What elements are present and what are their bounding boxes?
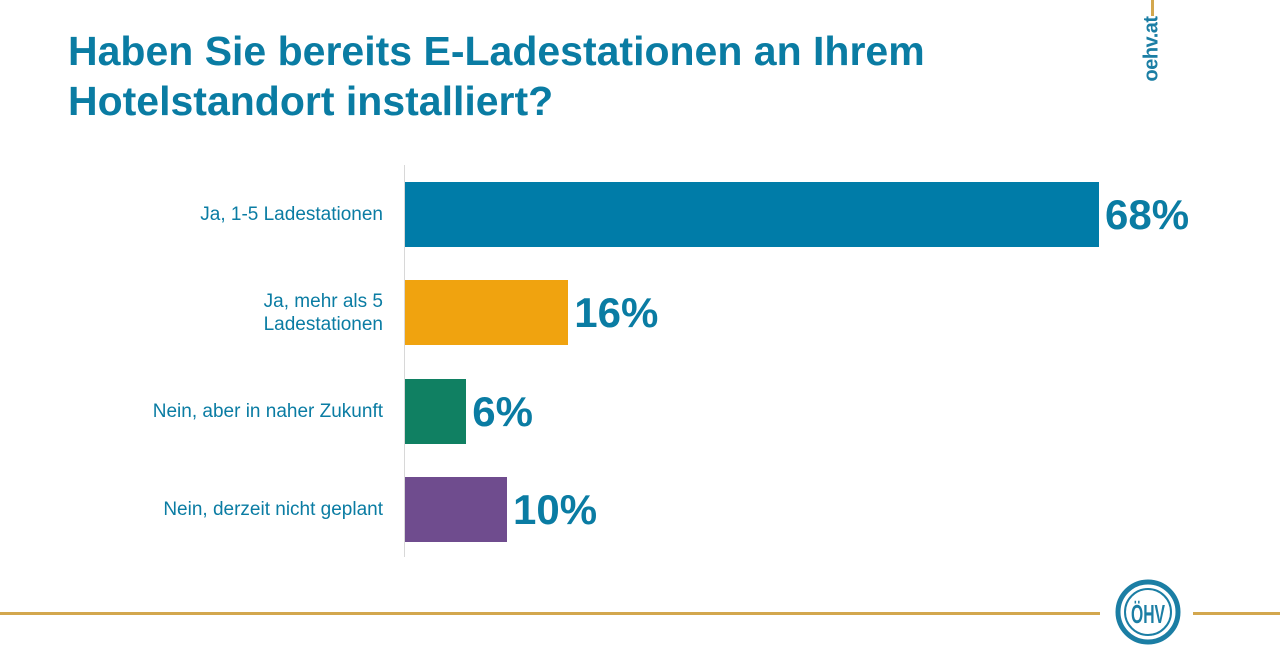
title-line-2: Hotelstandort installiert? [68,78,554,124]
top-accent-line [1151,0,1154,16]
y-axis-line [404,165,405,557]
value-label-3: 10% [513,485,598,533]
value-label-2: 6% [472,387,533,435]
title-line-1: Haben Sie bereits E-Ladestationen an Ihr… [68,28,925,74]
svg-text:ÖHV: ÖHV [1131,599,1165,629]
chart-title: Haben Sie bereits E-Ladestationen an Ihr… [68,26,925,126]
category-label-0: Ja, 1-5 Ladestationen [200,204,383,225]
value-label-0: 68% [1105,191,1190,238]
category-label-1: Ja, mehr als 5 Ladestationen [263,290,383,335]
footer-line-right [1193,612,1280,615]
site-url: oehv.at [1140,16,1163,82]
bar-3 [405,476,508,542]
bar-1 [405,280,569,346]
category-label-3: Nein, derzeit nicht geplant [163,498,383,520]
footer-line-left [0,612,1100,615]
value-label-1: 16% [574,289,659,337]
category-label-2: Nein, aber in naher Zukunft [152,400,383,422]
oehv-logo: ÖHV [1115,579,1181,645]
bar-0 [405,182,1099,247]
bar-2 [405,378,467,444]
